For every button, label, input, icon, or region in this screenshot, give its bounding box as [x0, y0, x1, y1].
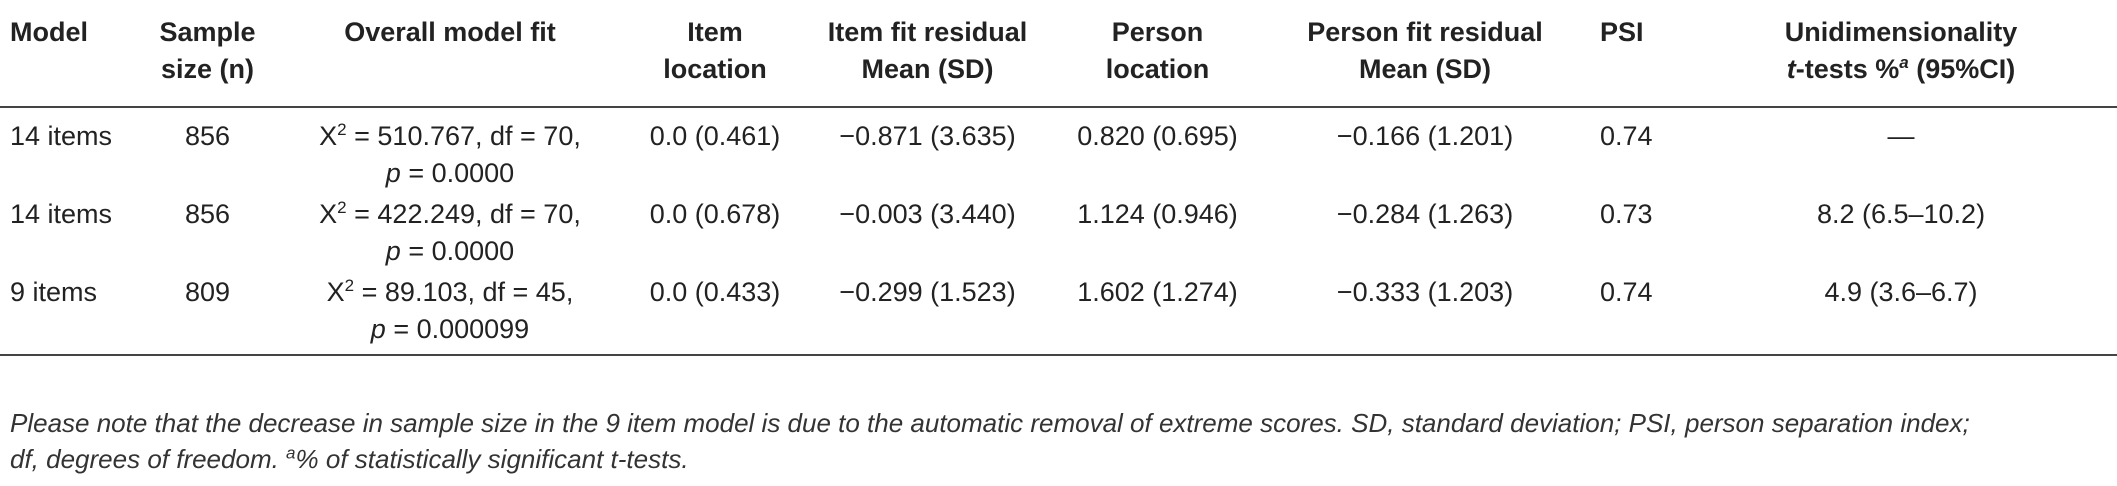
cell-person-fit: −0.166 (1.201)	[1336, 121, 1514, 151]
cell-overall-fit: X2 = 89.103, df = 45, p = 0.000099	[270, 270, 630, 356]
cell-model: 9 items	[0, 270, 145, 356]
cell-person-location: 1.602 (1.274)	[1055, 270, 1260, 356]
table-row: 14 items 856 X2 = 510.767, df = 70, p = …	[0, 107, 2117, 192]
p-value-line: p = 0.0000	[278, 155, 622, 192]
cell-item-fit: −0.871 (3.635)	[839, 121, 1016, 151]
header-overall-fit: Overall model fit	[270, 0, 630, 108]
header-unidim-line2: t-tests %a (95%CI)	[1693, 51, 2109, 88]
footnote-line2: df, degrees of freedom. a% of statistica…	[10, 441, 2100, 477]
cell-person-fit: −0.284 (1.263)	[1336, 199, 1514, 229]
p-label: p	[385, 158, 401, 188]
p-value-line: p = 0.0000	[278, 233, 622, 270]
chi-square-line: X2 = 89.103, df = 45,	[278, 274, 622, 311]
chi-superscript: 2	[344, 276, 355, 295]
header-person-fit-line2: Mean (SD)	[1358, 54, 1491, 84]
header-person-location: Person location	[1055, 0, 1260, 108]
chi-superscript: 2	[337, 120, 347, 139]
cell-model: 14 items	[10, 121, 113, 151]
header-item-location-line2: location	[663, 54, 767, 84]
p-value: = 0.0000	[400, 158, 515, 188]
cell-model: 14 items	[10, 199, 113, 229]
cell-sample-size: 809	[145, 270, 270, 356]
cell-item-fit: −0.003 (3.440)	[839, 199, 1016, 229]
footnote-line2-pre: df, degrees of freedom.	[10, 444, 287, 474]
header-person-fit: Person fit residual Mean (SD)	[1260, 0, 1590, 108]
cell-unidimensionality: 8.2 (6.5–10.2)	[1816, 199, 1986, 229]
p-label: p	[385, 236, 401, 266]
header-person-location-line1: Person	[1111, 17, 1204, 47]
chi-square-line: X2 = 422.249, df = 70,	[278, 196, 622, 233]
cell-overall-fit: X2 = 510.767, df = 70, p = 0.0000	[270, 107, 630, 192]
results-table: Model Sample size (n) Overall model fit …	[0, 0, 2117, 356]
footnote-line1: Please note that the decrease in sample …	[10, 408, 1970, 438]
header-model: Model	[0, 0, 145, 108]
chi-value: = 89.103, df = 45,	[354, 277, 574, 307]
cell-item-location: 0.0 (0.433)	[630, 270, 800, 356]
cell-person-location: 1.124 (0.946)	[1077, 199, 1238, 229]
p-label: p	[370, 314, 386, 344]
cell-person-location: 0.820 (0.695)	[1077, 121, 1238, 151]
p-value: = 0.0000	[400, 236, 515, 266]
cell-person-fit: −0.333 (1.203)	[1260, 270, 1590, 356]
cell-overall-fit: X2 = 422.249, df = 70, p = 0.0000	[270, 192, 630, 270]
header-sample-size-line2: size (n)	[160, 54, 254, 84]
header-item-fit-line2: Mean (SD)	[861, 54, 994, 84]
header-unidim-ci: (95%CI)	[1908, 54, 2016, 84]
chi-value: = 422.249, df = 70,	[346, 199, 581, 229]
header-item-fit: Item fit residual Mean (SD)	[800, 0, 1055, 108]
chi-symbol: X	[326, 277, 345, 307]
header-row: Model Sample size (n) Overall model fit …	[0, 0, 2117, 108]
footnote-line2-post: % of statistically significant t-tests.	[295, 444, 689, 474]
header-item-fit-line1: Item fit residual	[827, 17, 1028, 47]
header-item-location: Item location	[630, 0, 800, 108]
cell-psi: 0.74	[1600, 121, 1653, 151]
header-sample-size-line1: Sample	[159, 17, 256, 47]
cell-item-fit: −0.299 (1.523)	[800, 270, 1055, 356]
cell-sample-size: 856	[184, 199, 231, 229]
cell-psi: 0.74	[1590, 270, 1685, 356]
chi-square-line: X2 = 510.767, df = 70,	[278, 118, 622, 155]
cell-unidimensionality: 4.9 (3.6–6.7)	[1685, 270, 2117, 356]
header-item-location-line1: Item	[687, 17, 743, 47]
header-unidim-line1: Unidimensionality	[1784, 17, 2018, 47]
cell-sample-size: 856	[184, 121, 231, 151]
table-footnote: Please note that the decrease in sample …	[10, 405, 2100, 477]
cell-item-location: 0.0 (0.678)	[649, 199, 781, 229]
cell-item-location: 0.0 (0.461)	[649, 121, 781, 151]
p-value: = 0.000099	[385, 314, 530, 344]
header-psi: PSI	[1590, 0, 1685, 108]
header-unidimensionality: Unidimensionality t-tests %a (95%CI)	[1685, 0, 2117, 108]
header-sample-size: Sample size (n)	[145, 0, 270, 108]
chi-symbol: X	[319, 121, 338, 151]
cell-psi: 0.73	[1600, 199, 1653, 229]
p-value-line: p = 0.000099	[278, 311, 622, 348]
chi-superscript: 2	[337, 198, 347, 217]
header-person-fit-line1: Person fit residual	[1307, 17, 1543, 47]
cell-unidimensionality: —	[1887, 121, 1915, 151]
chi-value: = 510.767, df = 70,	[346, 121, 581, 151]
header-person-location-line2: location	[1105, 54, 1210, 84]
table-row: 14 items 856 X2 = 422.249, df = 70, p = …	[0, 192, 2117, 270]
footnote-sup: a	[286, 443, 296, 463]
header-unidim-tests: -tests %	[1795, 54, 1900, 84]
header-unidim-t: t	[1786, 54, 1796, 84]
table-row: 9 items 809 X2 = 89.103, df = 45, p = 0.…	[0, 270, 2117, 356]
chi-symbol: X	[319, 199, 338, 229]
header-unidim-sup: a	[1899, 53, 1909, 72]
